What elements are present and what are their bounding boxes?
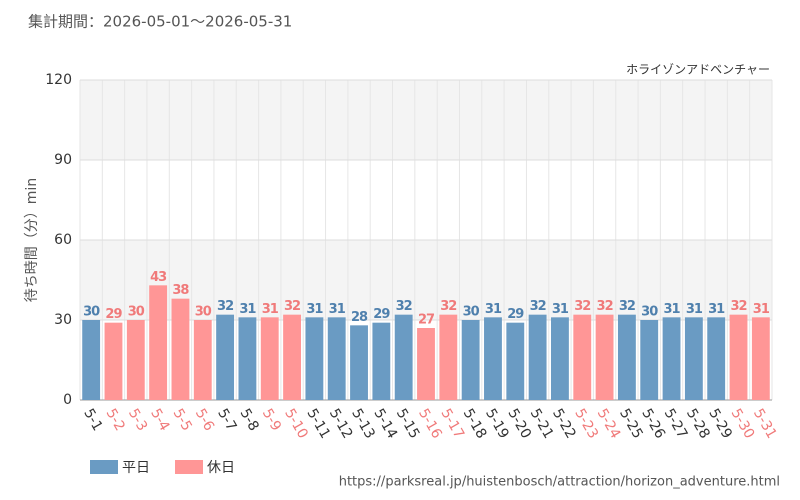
value-label: 32 [619, 299, 635, 314]
value-label: 30 [128, 305, 145, 320]
value-label: 32 [597, 299, 613, 314]
bar [617, 314, 636, 400]
value-label: 29 [105, 307, 122, 322]
bar [350, 325, 368, 400]
value-label: 32 [217, 299, 233, 314]
y-tick-label: 30 [54, 312, 72, 328]
bar [551, 317, 569, 400]
legend-swatch [90, 460, 118, 474]
bar [662, 317, 681, 400]
x-tick-label: 5-8 [236, 406, 261, 434]
x-tick-label: 5-3 [125, 406, 150, 434]
bar [684, 317, 703, 400]
bar [439, 314, 458, 400]
value-label: 43 [150, 270, 167, 285]
value-label: 38 [172, 283, 189, 298]
bar [573, 314, 592, 400]
bar [126, 320, 145, 400]
legend-label: 休日 [207, 460, 235, 476]
value-label: 32 [530, 299, 546, 314]
x-tick-label: 5-1 [80, 406, 105, 434]
bar [149, 285, 168, 400]
value-label: 31 [753, 302, 770, 317]
chart-title: 集計期間：2026-05-01～2026-05-31 [28, 13, 292, 31]
value-label: 30 [195, 305, 212, 320]
value-label: 27 [418, 313, 435, 328]
value-label: 31 [552, 302, 569, 317]
value-label: 31 [239, 302, 256, 317]
value-label: 28 [351, 310, 368, 325]
bar [640, 320, 659, 400]
value-label: 31 [664, 302, 681, 317]
bar [283, 314, 301, 400]
bar [506, 322, 525, 400]
value-label: 29 [373, 307, 390, 322]
bar [461, 320, 480, 400]
value-label: 30 [83, 305, 100, 320]
bar [751, 317, 770, 400]
bar [193, 320, 212, 400]
bar [260, 317, 279, 400]
value-label: 29 [507, 307, 524, 322]
y-tick-label: 90 [54, 152, 72, 168]
bar [528, 314, 547, 400]
x-tick-label: 5-4 [147, 406, 172, 434]
bar [216, 314, 235, 400]
bar [238, 317, 257, 400]
value-label: 32 [284, 299, 300, 314]
legend-label: 平日 [122, 460, 150, 476]
source-url: https://parksreal.jp/huistenbosch/attrac… [339, 475, 780, 490]
value-label: 30 [463, 305, 480, 320]
value-label: 32 [574, 299, 590, 314]
x-tick-label: 5-9 [259, 406, 284, 434]
bar [104, 322, 123, 400]
x-tick-label: 5-5 [170, 406, 195, 434]
value-label: 31 [708, 302, 725, 317]
bar [327, 317, 346, 400]
chart-subtitle: ホライゾンアドベンチャー [626, 63, 770, 77]
bar [394, 314, 413, 400]
bar [484, 317, 502, 400]
x-tick-label: 5-2 [103, 406, 128, 434]
value-label: 31 [306, 302, 323, 317]
bar [305, 317, 324, 400]
value-label: 31 [262, 302, 279, 317]
value-label: 31 [329, 302, 346, 317]
y-tick-label: 60 [54, 232, 72, 248]
value-label: 32 [730, 299, 746, 314]
bar [372, 322, 391, 400]
value-label: 31 [686, 302, 703, 317]
x-tick-label: 5-7 [214, 406, 239, 434]
grid-band [80, 240, 772, 320]
bar [595, 314, 614, 400]
value-label: 32 [396, 299, 412, 314]
bar [171, 298, 190, 400]
value-label: 32 [440, 299, 456, 314]
grid-band [80, 80, 772, 160]
y-axis-label: 待ち時間（分）min [24, 178, 40, 302]
y-tick-label: 0 [63, 392, 72, 408]
x-tick-label: 5-31 [750, 406, 780, 442]
legend-swatch [175, 460, 203, 474]
y-tick-label: 120 [45, 72, 72, 88]
x-tick-label: 5-6 [192, 406, 217, 434]
value-label: 30 [641, 305, 658, 320]
bar [707, 317, 726, 400]
bar [417, 328, 435, 400]
bar [729, 314, 748, 400]
bar [82, 320, 101, 400]
value-label: 31 [485, 302, 502, 317]
